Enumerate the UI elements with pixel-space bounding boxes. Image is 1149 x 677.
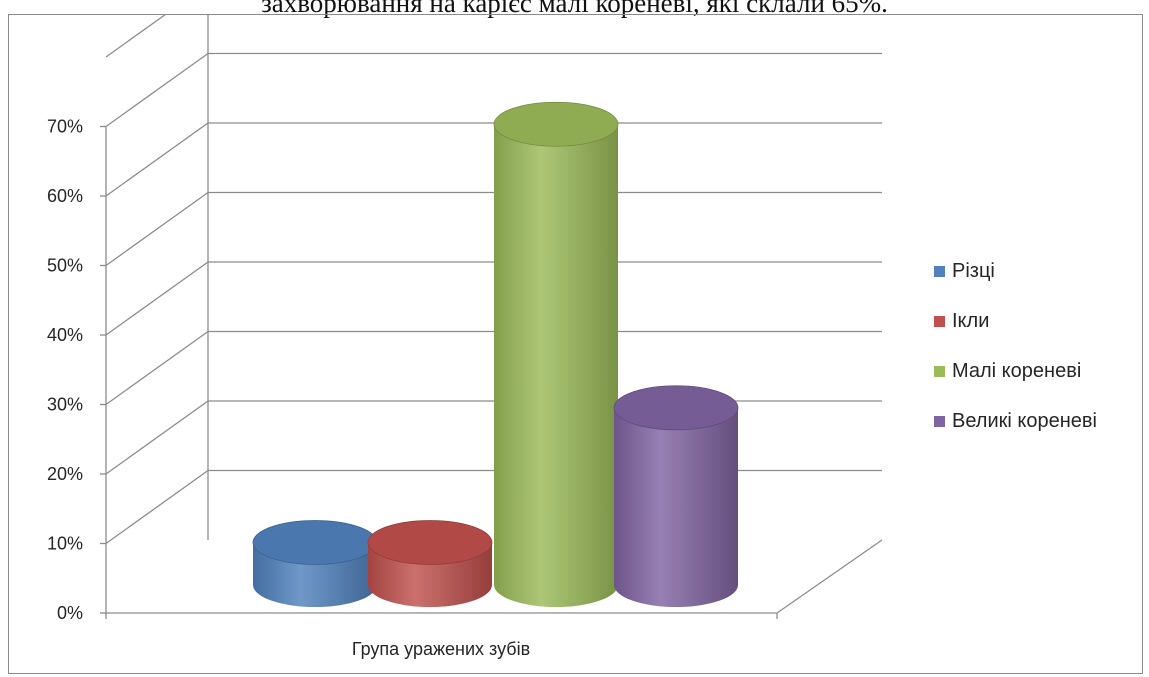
gridline-diagonal	[105, 122, 209, 197]
legend-label: Різці	[952, 260, 995, 282]
cylinder-bar-chart: 0% 10% 20% 30% 40% 50% 60% 70% Група уражених з…	[47, 15, 1097, 659]
gridline-diagonal	[105, 191, 209, 267]
bar-top	[613, 385, 739, 431]
bar-top	[367, 520, 493, 565]
y-tick-label: 10%	[47, 534, 83, 554]
chart-frame: 0% 10% 20% 30% 40% 50% 60% 70% Група уражених з…	[8, 14, 1143, 674]
legend-label: Великі кореневі	[952, 410, 1097, 432]
page-caption: захворювання на карієс малі кореневі, як…	[261, 0, 888, 18]
gridline-diagonal	[105, 52, 209, 128]
bar-body	[614, 407, 738, 607]
bar-1	[252, 520, 378, 607]
legend-item: Ікли	[934, 310, 989, 332]
y-tick-label: 70%	[47, 117, 83, 137]
bar-top	[252, 520, 378, 565]
legend-item: Великі кореневі	[934, 410, 1097, 432]
y-tick-label: 30%	[47, 395, 83, 415]
gridline-diagonal	[105, 469, 209, 545]
legend-item: Малі кореневі	[934, 360, 1081, 382]
legend-swatch	[934, 366, 945, 377]
y-tick-label: 20%	[47, 464, 83, 484]
legend-item: Різці	[934, 260, 995, 282]
y-tick-label: 60%	[47, 186, 83, 206]
gridline-diagonal	[105, 261, 209, 336]
gridline-diagonal	[105, 400, 209, 475]
bar-4	[613, 385, 739, 607]
legend-swatch	[934, 416, 945, 427]
legend-label: Малі кореневі	[952, 360, 1081, 382]
bar-top	[493, 101, 619, 147]
bar-2	[367, 520, 493, 607]
gridline-diagonal	[105, 15, 166, 58]
chart-walls	[105, 15, 883, 619]
y-tick-label: 0%	[57, 603, 83, 623]
chart-legend: Різці Ікли Малі кореневі Великі кореневі	[934, 260, 1097, 432]
bar-body	[494, 124, 618, 607]
bar-3	[493, 101, 619, 607]
legend-swatch	[934, 316, 945, 327]
y-axis-ticks: 0% 10% 20% 30% 40% 50% 60% 70%	[47, 117, 106, 623]
gridline-diagonal	[105, 330, 209, 406]
legend-label: Ікли	[952, 310, 989, 332]
y-tick-label: 50%	[47, 256, 83, 276]
x-axis-label: Група уражених зубів	[352, 639, 530, 659]
legend-swatch	[934, 266, 945, 277]
y-tick-label: 40%	[47, 325, 83, 345]
chart-bars	[252, 101, 739, 607]
